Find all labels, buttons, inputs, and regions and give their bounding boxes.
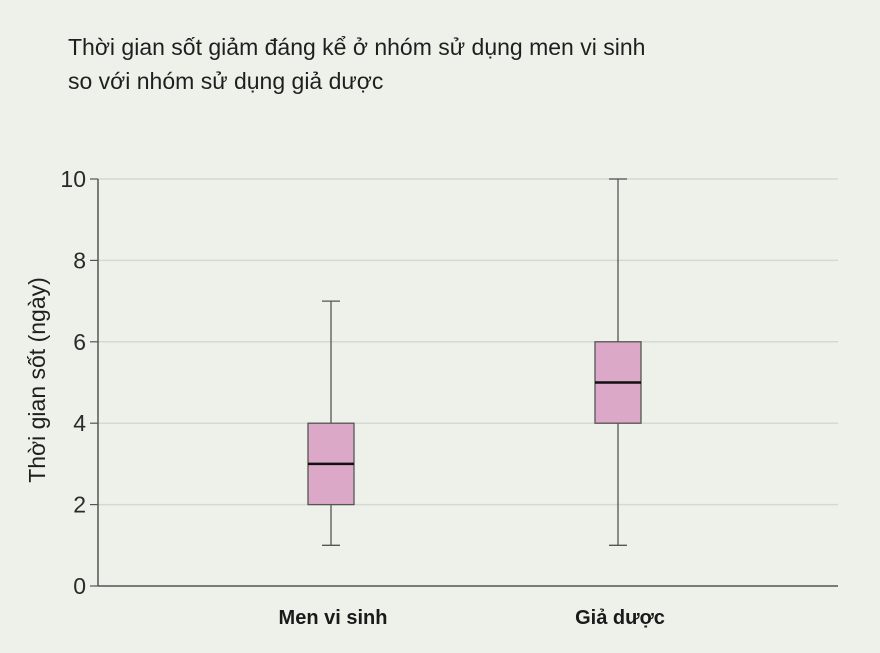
y-axis-label: Thời gian sốt (ngày) — [24, 277, 50, 483]
box-group-2 — [594, 178, 642, 546]
axes — [90, 178, 838, 587]
boxes — [307, 178, 642, 546]
chart-title-line-1: Thời gian sốt giảm đáng kể ở nhóm sử dụn… — [68, 34, 646, 60]
chart-title: Thời gian sốt giảm đáng kể ở nhóm sử dụn… — [68, 30, 828, 98]
y-tick-label-6: 6 — [73, 329, 86, 355]
category-label-1: Men vi sinh — [279, 607, 388, 629]
labels: 0 2 4 6 8 10 Men vi sinh Giả dược — [60, 166, 665, 629]
y-tick-label-0: 0 — [73, 573, 86, 599]
y-tick-label-8: 8 — [73, 247, 86, 273]
y-tick-label-10: 10 — [60, 166, 86, 192]
y-tick-label-2: 2 — [73, 492, 86, 518]
chart-title-line-2: so với nhóm sử dụng giả dược — [68, 68, 384, 94]
box-group-1 — [307, 300, 355, 546]
grid-lines — [98, 178, 838, 506]
y-tick-label-4: 4 — [73, 410, 86, 436]
category-label-2: Giả dược — [575, 607, 665, 629]
